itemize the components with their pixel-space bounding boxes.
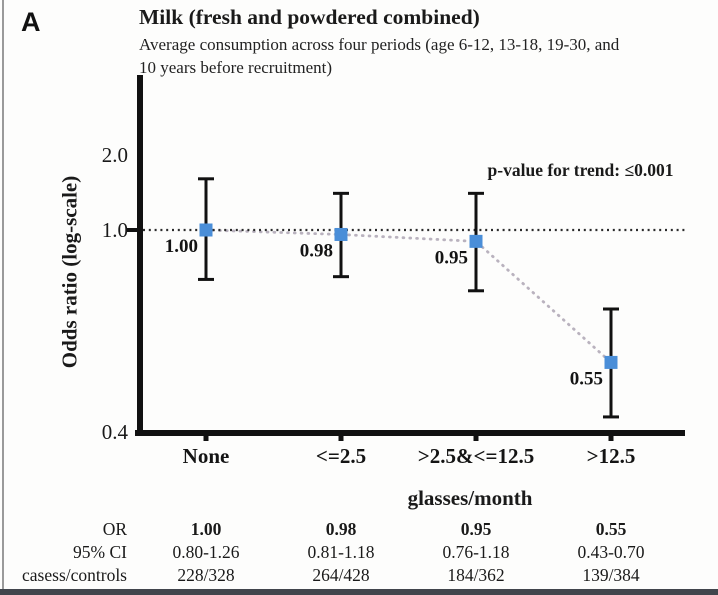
table-cell-r1-c3: 0.43-0.70 [577,542,645,562]
or-marker-1 [334,227,348,241]
y-axis-line [137,75,143,436]
table-cell-r2-c1: 264/428 [312,565,370,585]
table-cell-r1-c0: 0.80-1.26 [172,542,240,562]
or-value-label-3: 0.55 [570,368,603,389]
table-cell-r2-c2: 184/362 [447,565,505,585]
trend-pvalue-annotation: p-value for trend: ≤0.001 [487,160,674,180]
x-category-label-1: <=2.5 [316,444,366,468]
or-marker-2 [469,234,483,248]
chart-subtitle-line-1: Average consumption across four periods … [139,35,620,54]
table-cell-r0-c3: 0.55 [595,519,627,539]
or-value-label-1: 0.98 [300,240,333,261]
x-axis-tick-0 [203,434,209,441]
or-marker-3 [604,355,618,369]
chart-title: Milk (fresh and powdered combined) [139,5,480,29]
or-value-label-0: 1.00 [165,236,198,257]
x-axis-tick-1 [338,434,344,441]
ci-cap-top-3 [603,307,619,311]
trend-dotted-line [204,228,613,364]
ci-cap-bottom-2 [468,289,484,293]
y-tick-label-1.0: 1.0 [101,218,128,242]
x-category-label-3: >12.5 [587,444,636,468]
table-cell-r0-c0: 1.00 [190,519,222,539]
table-cell-r1-c2: 0.76-1.18 [442,542,510,562]
x-category-label-0: None [183,444,230,468]
chart-subtitle-line-2: 10 years before recruitment) [139,58,333,77]
bottom-frame-line [0,589,718,595]
table-cell-r0-c2: 0.95 [460,519,492,539]
ci-cap-bottom-1 [333,275,349,279]
chart-subtitle: Average consumption across four periods … [139,33,619,79]
y-axis-tick-1 [127,228,137,232]
table-cell-r2-c3: 139/384 [582,565,640,585]
x-axis-tick-2 [473,434,479,441]
left-frame-line [2,0,4,595]
y-tick-label-2.0: 2.0 [101,143,128,167]
table-row-label-0: OR [102,519,127,539]
ci-cap-top-0 [198,177,214,181]
or-value-label-2: 0.95 [435,247,468,268]
panel-label: A [21,7,41,37]
table-row-label-1: 95% CI [73,542,127,562]
ci-cap-bottom-0 [198,277,214,281]
ci-cap-bottom-3 [603,415,619,419]
or-marker-0 [199,223,213,237]
table-cell-r1-c1: 0.81-1.18 [307,542,375,562]
table-cell-r0-c1: 0.98 [325,519,357,539]
x-axis-label: glasses/month [407,486,533,510]
x-axis-line [135,430,685,436]
ci-cap-top-2 [468,191,484,195]
y-tick-label-0.4: 0.4 [101,420,128,444]
table-row-label-2: casess/controls [22,565,127,585]
table-cell-r2-c0: 228/328 [177,565,235,585]
ci-cap-top-1 [333,191,349,195]
x-category-label-2: >2.5&<=12.5 [418,444,534,468]
x-axis-tick-3 [608,434,614,441]
